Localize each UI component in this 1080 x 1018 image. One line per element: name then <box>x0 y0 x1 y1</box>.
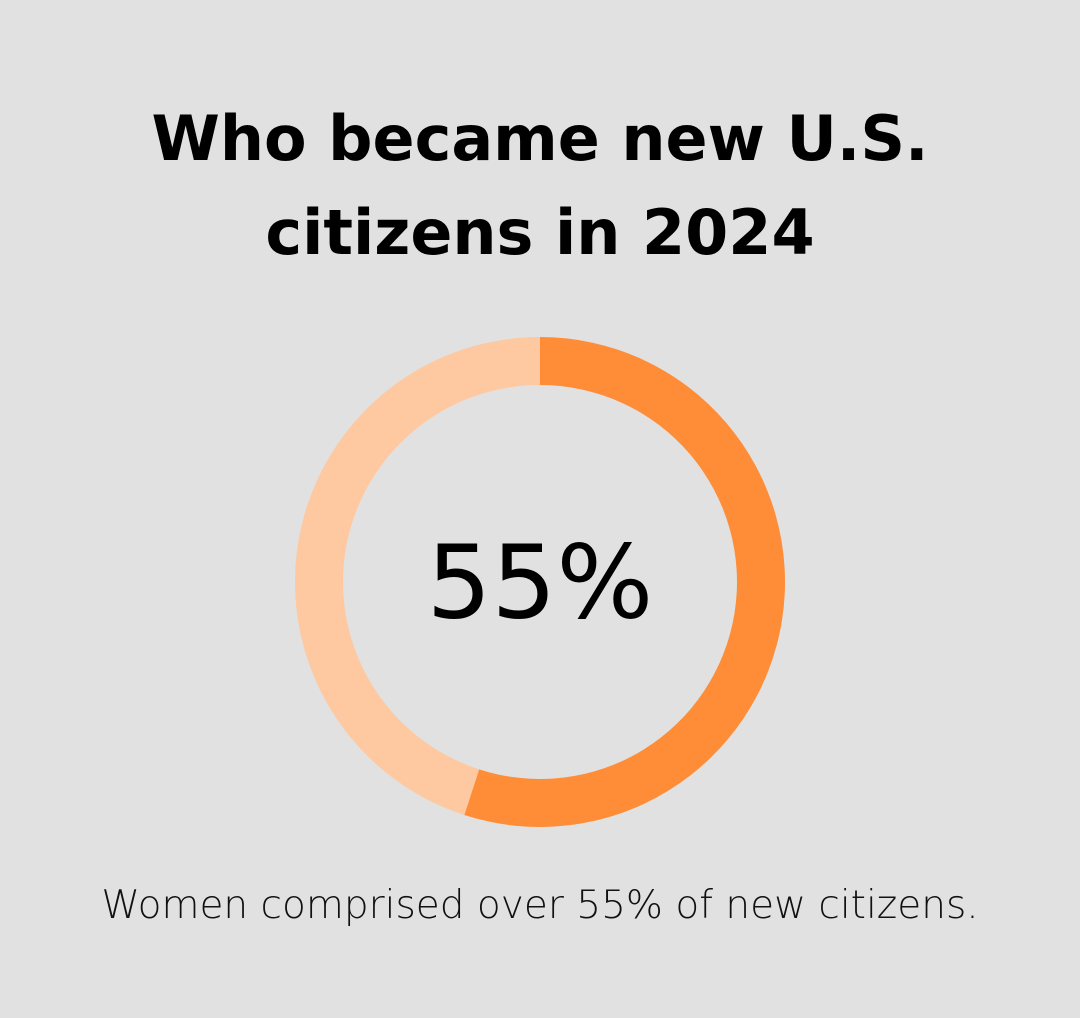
chart-title-line-2: citizens in 2024 <box>265 196 815 269</box>
donut-center-value: 55% <box>427 524 654 643</box>
donut-chart: 55% <box>290 332 790 832</box>
donut-slice-1 <box>464 337 785 827</box>
donut-slices <box>295 337 785 827</box>
chart-caption: Women comprised over 55% of new citizens… <box>101 883 979 928</box>
chart-title: Who became new U.S. citizens in 2024 <box>0 92 1080 280</box>
chart-title-line-1: Who became new U.S. <box>151 102 929 175</box>
donut-slice-2 <box>295 337 540 816</box>
donut-svg: 55% <box>295 337 785 827</box>
